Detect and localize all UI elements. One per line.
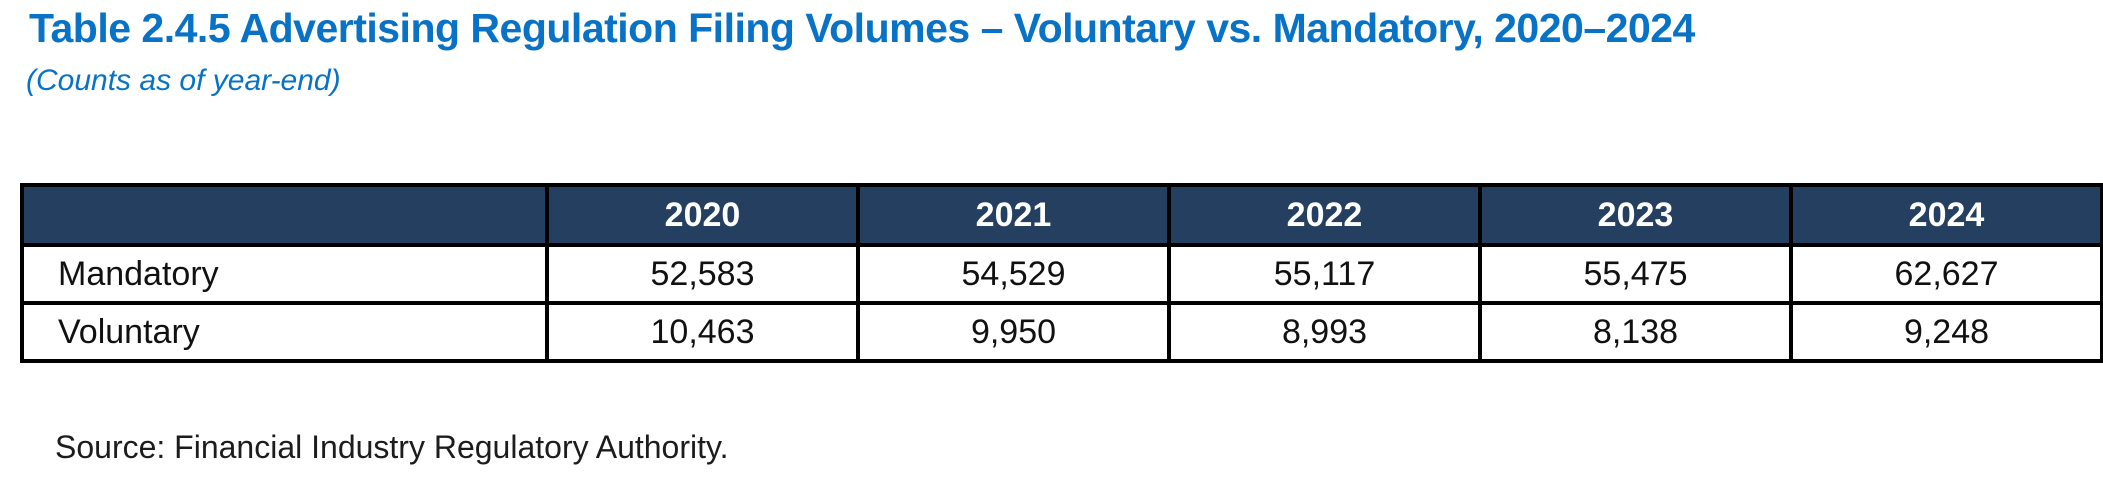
source-note: Source: Financial Industry Regulatory Au… xyxy=(55,429,729,465)
row-label-voluntary: Voluntary xyxy=(20,301,549,363)
column-header-2021: 2021 xyxy=(856,183,1171,247)
header-row: 2020 2021 2022 2023 2024 xyxy=(20,183,2103,247)
column-header-2022: 2022 xyxy=(1167,183,1482,247)
data-cell-mandatory-2021: 54,529 xyxy=(856,243,1171,305)
data-cell-mandatory-2020: 52,583 xyxy=(545,243,860,305)
data-cell-voluntary-2024: 9,248 xyxy=(1789,301,2103,363)
table-row-voluntary: Voluntary 10,463 9,950 8,993 8,138 9,248 xyxy=(20,301,2103,363)
data-cell-voluntary-2020: 10,463 xyxy=(545,301,860,363)
column-header-2023: 2023 xyxy=(1478,183,1793,247)
filing-volumes-table: 2020 2021 2022 2023 2024 Mandatory 52,58… xyxy=(20,183,2103,363)
table-title: Table 2.4.5 Advertising Regulation Filin… xyxy=(29,5,1695,51)
data-cell-mandatory-2023: 55,475 xyxy=(1478,243,1793,305)
data-cell-voluntary-2022: 8,993 xyxy=(1167,301,1482,363)
data-cell-mandatory-2022: 55,117 xyxy=(1167,243,1482,305)
row-label-mandatory: Mandatory xyxy=(20,243,549,305)
column-header-blank xyxy=(20,183,549,247)
table-subtitle: (Counts as of year-end) xyxy=(26,64,341,97)
data-cell-mandatory-2024: 62,627 xyxy=(1789,243,2103,305)
column-header-2024: 2024 xyxy=(1789,183,2103,247)
data-cell-voluntary-2021: 9,950 xyxy=(856,301,1171,363)
data-cell-voluntary-2023: 8,138 xyxy=(1478,301,1793,363)
column-header-2020: 2020 xyxy=(545,183,860,247)
table-row-mandatory: Mandatory 52,583 54,529 55,117 55,475 62… xyxy=(20,243,2103,305)
